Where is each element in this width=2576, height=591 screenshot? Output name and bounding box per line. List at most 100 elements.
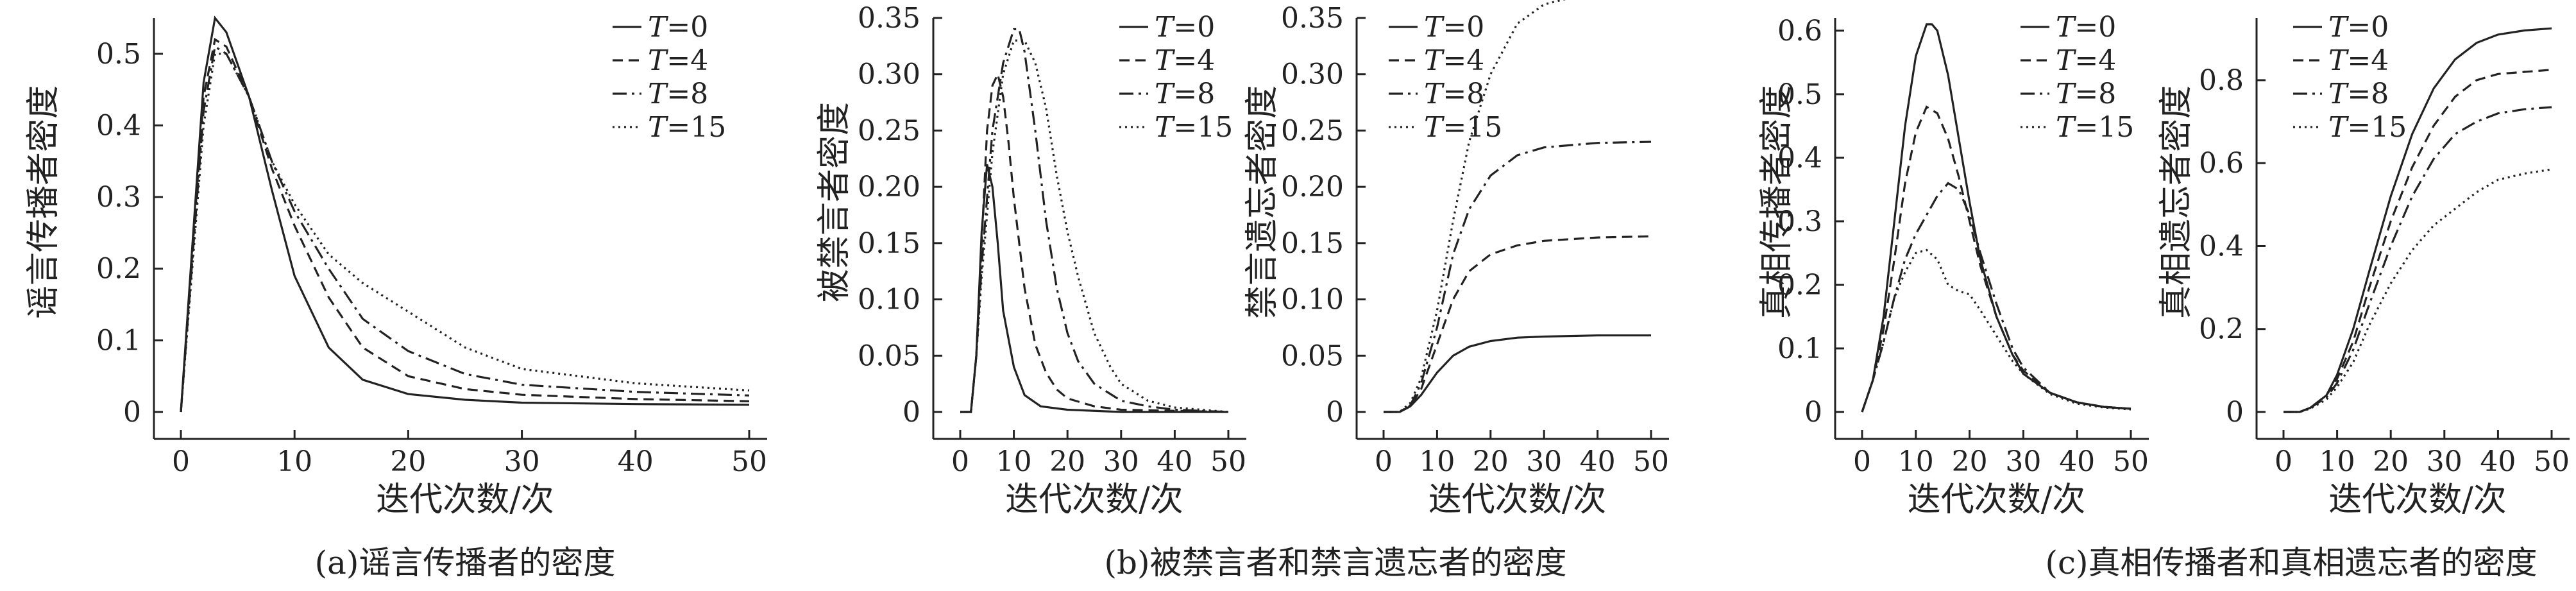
x-tick-label: 30 <box>504 445 540 478</box>
x-tick-label: 0 <box>1853 445 1871 478</box>
legend-label: T=4 <box>2328 44 2389 77</box>
series-line-T-0 <box>180 15 750 413</box>
legend: T=0T=4T=8T=15 <box>2293 11 2407 144</box>
series-line-T-4 <box>960 71 1229 413</box>
y-tick-label: 0.30 <box>858 58 920 91</box>
x-tick-label: 40 <box>1157 445 1192 478</box>
figure-caption: (c)真相传播者和真相遗忘者的密度 <box>2045 544 2537 581</box>
x-tick-label: 40 <box>1580 445 1616 478</box>
x-tick-label: 10 <box>1898 445 1934 478</box>
x-tick-label: 50 <box>1633 445 1669 478</box>
y-tick-label: 0.1 <box>1777 332 1822 365</box>
y-tick-label: 0.6 <box>1777 15 1822 47</box>
y-tick-label: 0.25 <box>1281 114 1344 147</box>
y-axis-label: 真相传播者密度 <box>1758 85 1796 319</box>
x-axis-label: 迭代次数/次 <box>376 481 554 519</box>
series-line-T-8 <box>960 28 1229 413</box>
legend: T=0T=4T=8T=15 <box>1389 11 1502 144</box>
y-tick-label: 0.2 <box>2199 313 2244 346</box>
y-tick-label: 0 <box>123 396 141 429</box>
x-tick-label: 30 <box>1103 445 1139 478</box>
legend-label: T=4 <box>1155 44 1215 77</box>
figure-caption: (b)被禁言者和禁言遗忘者的密度 <box>1104 544 1566 581</box>
x-tick-label: 50 <box>2534 445 2570 478</box>
x-tick-label: 30 <box>2427 445 2462 478</box>
legend-label: T=0 <box>1155 11 1215 44</box>
figure-caption: (a)谣言传播者的密度 <box>315 544 616 581</box>
y-tick-label: 0.30 <box>1281 58 1344 91</box>
legend: T=0T=4T=8T=15 <box>2021 11 2134 144</box>
x-tick-label: 10 <box>996 445 1032 478</box>
legend-label: T=15 <box>2328 111 2407 144</box>
y-tick-label: 0.10 <box>858 284 920 316</box>
y-tick-label: 0.15 <box>858 227 920 260</box>
y-tick-label: 0.4 <box>96 109 141 142</box>
series-line-T-15 <box>180 53 750 413</box>
y-axis-label: 被禁言者密度 <box>815 102 854 302</box>
x-axis-label: 迭代次数/次 <box>1428 481 1607 519</box>
x-tick-label: 30 <box>1526 445 1562 478</box>
legend-label: T=15 <box>1155 111 1233 144</box>
legend-label: T=8 <box>1424 78 1484 110</box>
y-tick-label: 0.35 <box>1281 2 1344 35</box>
y-tick-label: 0 <box>1804 396 1822 429</box>
y-tick-label: 0.35 <box>858 2 920 35</box>
x-tick-label: 20 <box>1049 445 1085 478</box>
series-line-T-4 <box>180 37 750 413</box>
y-tick-label: 0.4 <box>1777 142 1822 175</box>
y-tick-label: 0.5 <box>1777 78 1822 111</box>
x-tick-label: 20 <box>2373 445 2409 478</box>
legend-label: T=4 <box>648 44 708 77</box>
x-tick-label: 50 <box>731 445 767 478</box>
chart-panel-1: 0 10 20 30 40 50 0 0.1 0.2 0.3 0.4 0.5 迭代次数/次 谣言传播者密度… <box>24 11 767 581</box>
y-axis-label: 真相遗忘者密度 <box>2157 85 2196 319</box>
legend-label: T=8 <box>648 78 708 110</box>
legend: T=0T=4T=8T=15 <box>613 11 726 144</box>
x-tick-label: 30 <box>2005 445 2041 478</box>
series-line-T-15 <box>2284 168 2552 413</box>
series-line-T-8 <box>180 45 750 413</box>
legend-label: T=8 <box>2328 78 2389 110</box>
legend: T=0T=4T=8T=15 <box>1119 11 1233 144</box>
series-line-T-4 <box>1384 235 1652 413</box>
legend-label: T=0 <box>1424 11 1484 44</box>
x-tick-label: 0 <box>951 445 969 478</box>
series-line-T-0 <box>2284 27 2552 413</box>
x-tick-label: 40 <box>618 445 654 478</box>
x-axis-label: 迭代次数/次 <box>1005 481 1183 519</box>
y-tick-label: 0.6 <box>2199 147 2244 180</box>
y-tick-label: 0.05 <box>1281 339 1344 372</box>
y-tick-label: 0.8 <box>2199 64 2244 97</box>
chart-panel-5: 0 10 20 30 40 50 0 0.2 0.4 0.6 0.8 迭代次数/次 真相遗忘者密度 T=0… <box>2157 11 2570 519</box>
legend-label: T=0 <box>2056 11 2116 44</box>
legend-label: T=4 <box>1424 44 1484 77</box>
x-tick-label: 0 <box>1375 445 1393 478</box>
y-tick-label: 0 <box>1326 396 1344 429</box>
legend-label: T=0 <box>2328 11 2389 44</box>
x-tick-label: 10 <box>1419 445 1455 478</box>
y-tick-label: 0.2 <box>96 253 141 286</box>
legend-label: T=4 <box>2056 44 2116 77</box>
x-tick-label: 40 <box>2059 445 2095 478</box>
y-tick-label: 0.4 <box>2199 230 2244 262</box>
legend-label: T=15 <box>648 111 726 144</box>
y-tick-label: 0.05 <box>858 339 920 372</box>
series-line-T-8 <box>1384 141 1652 413</box>
y-tick-label: 0 <box>2226 396 2244 429</box>
series-line-T-8 <box>2284 106 2552 413</box>
y-tick-label: 0.15 <box>1281 227 1344 260</box>
legend-label: T=0 <box>648 11 708 44</box>
series-line-T-15 <box>960 39 1229 413</box>
y-tick-label: 0.20 <box>858 171 920 203</box>
x-tick-label: 20 <box>390 445 426 478</box>
y-tick-label: 0.20 <box>1281 171 1344 203</box>
x-tick-label: 0 <box>2275 445 2292 478</box>
x-tick-label: 50 <box>2113 445 2149 478</box>
chart-panel-4: 0 10 20 30 40 50 0 0.1 0.2 0.3 0.4 0.5 0.6 迭代次数/次 真相传播… <box>1758 11 2538 581</box>
y-tick-label: 0.3 <box>96 181 141 214</box>
x-tick-label: 10 <box>276 445 312 478</box>
chart-panel-2: 0 10 20 30 40 50 0 0.05 0.10 0.15 0.20 0.25 0.30 0.35… <box>815 2 1567 581</box>
x-axis-label: 迭代次数/次 <box>2328 481 2507 519</box>
legend-label: T=8 <box>1155 78 1215 110</box>
